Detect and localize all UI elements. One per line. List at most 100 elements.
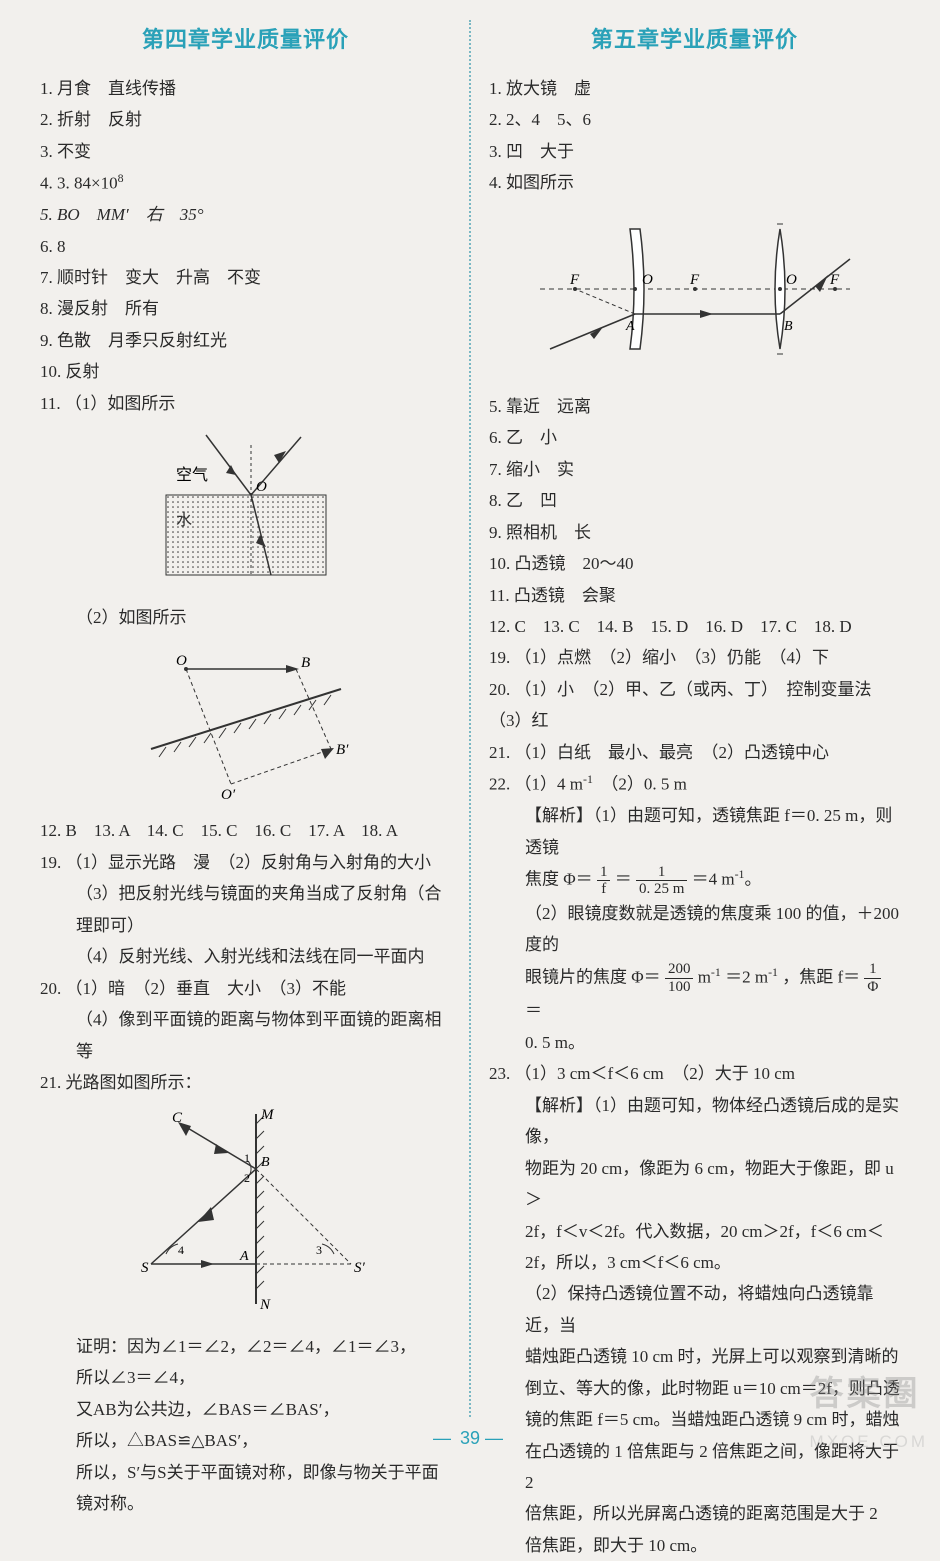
- page-number: 39: [460, 1428, 480, 1448]
- r23d: 2f，f＜v＜2f。代入数据，20 cm＞2f，f＜6 cm＜: [489, 1216, 900, 1247]
- dash-right: —: [485, 1428, 507, 1448]
- r2: 2. 2、4 5、6: [489, 104, 900, 135]
- svg-text:M: M: [260, 1107, 275, 1123]
- r22d: （2）眼镜度数就是透镜的焦度乘 100 的值，＋200 度的: [489, 898, 900, 961]
- r22e-e: ＝: [525, 1001, 542, 1020]
- watermark: 答案圈 MXQE.COM: [810, 1363, 928, 1457]
- r10: 10. 凸透镜 20～40: [489, 548, 900, 579]
- q4: 4. 3. 84×108: [40, 167, 451, 199]
- r8: 8. 乙 凹: [489, 485, 900, 516]
- r22a-post: （2）0. 5 m: [593, 775, 687, 794]
- svg-text:1: 1: [244, 1151, 250, 1165]
- figure-lenses: F O F O F A B: [489, 204, 900, 384]
- q7: 7. 顺时针 变大 升高 不变: [40, 262, 451, 293]
- page-footer: — 39 —: [0, 1422, 940, 1455]
- r7: 7. 缩小 实: [489, 454, 900, 485]
- r23b: 【解析】（1）由题可知，物体经凸透镜后成的是实像，: [489, 1090, 900, 1153]
- frac-1f: 1f: [597, 864, 611, 898]
- svg-text:O: O: [176, 653, 187, 669]
- p6: 镜对称。: [40, 1488, 451, 1519]
- figure-mirror-triangle: C M B 1 2 4 3 A S S′ N: [40, 1104, 451, 1324]
- r22c: 焦度 Φ＝ 1f ＝ 10. 25 m ＝4 m-1。: [489, 863, 900, 898]
- r22e-b: m: [698, 967, 711, 986]
- figure-air-water: 空气 水 O: [40, 425, 451, 595]
- r4: 4. 如图所示: [489, 167, 900, 198]
- svg-text:3: 3: [316, 1243, 322, 1257]
- svg-text:S′: S′: [354, 1260, 366, 1276]
- label-air: 空气: [176, 466, 208, 484]
- svg-text:F: F: [689, 272, 700, 288]
- q2: 2. 折射 反射: [40, 104, 451, 135]
- svg-text:4: 4: [178, 1243, 184, 1257]
- label-O: O: [256, 479, 267, 495]
- r12-18: 12. C 13. C 14. B 15. D 16. D 17. C 18. …: [489, 611, 900, 642]
- r23f: （2）保持凸透镜位置不动，将蜡烛向凸透镜靠近，当: [489, 1278, 900, 1341]
- r11: 11. 凸透镜 会聚: [489, 580, 900, 611]
- q5: 5. BO MM′ 右 35°: [40, 199, 451, 230]
- watermark-line2: MXQE.COM: [810, 1426, 928, 1457]
- r22c-b: ＝4 m: [692, 870, 735, 889]
- r3: 3. 凹 大于: [489, 136, 900, 167]
- r1: 1. 放大镜 虚: [489, 73, 900, 104]
- q20a: 20. （1）暗 （2）垂直 大小 （3）不能: [40, 973, 451, 1004]
- r22a-pre: 22. （1）4 m: [489, 775, 583, 794]
- svg-text:F: F: [829, 272, 840, 288]
- r22c-c: 。: [745, 870, 762, 889]
- r22f: 0. 5 m。: [489, 1027, 900, 1058]
- r6: 6. 乙 小: [489, 422, 900, 453]
- svg-text:F: F: [569, 272, 580, 288]
- chapter4-title: 第四章学业质量评价: [40, 20, 451, 61]
- chapter5-title: 第五章学业质量评价: [489, 20, 900, 61]
- r9: 9. 照相机 长: [489, 517, 900, 548]
- dash-left: —: [433, 1428, 455, 1448]
- svg-text:B: B: [784, 319, 793, 334]
- r22e: 眼镜片的焦度 Φ＝ 200100 m-1 ＝2 m-1 ，焦距 f＝ 1Φ ＝: [489, 961, 900, 1027]
- svg-text:O: O: [642, 272, 653, 288]
- q11b: （2）如图所示: [40, 602, 451, 633]
- frac-200-100: 200100: [665, 961, 694, 995]
- q3: 3. 不变: [40, 136, 451, 167]
- q19c: （4）反射光线、入射光线和法线在同一平面内: [40, 941, 451, 972]
- r22a: 22. （1）4 m-1 （2）0. 5 m: [489, 768, 900, 800]
- svg-text:B: B: [301, 655, 310, 671]
- p5: 所以，S′与S关于平面镜对称，即像与物关于平面: [40, 1457, 451, 1488]
- svg-text:A: A: [625, 319, 635, 334]
- svg-text:2: 2: [244, 1171, 250, 1185]
- r22e-d: ，焦距 f＝: [782, 967, 860, 986]
- svg-text:S: S: [141, 1260, 149, 1276]
- figure-plane-mirror: O B O′ B′: [40, 639, 451, 809]
- column-divider: [469, 20, 471, 1417]
- p2: 所以∠3＝∠4，: [40, 1362, 451, 1393]
- q19a: 19. （1）显示光路 漫 （2）反射角与入射角的大小: [40, 847, 451, 878]
- r22b: 【解析】（1）由题可知，透镜焦距 f＝0. 25 m，则透镜: [489, 800, 900, 863]
- watermark-line1: 答案圈: [810, 1363, 928, 1426]
- r5: 5. 靠近 远离: [489, 391, 900, 422]
- r20: 20. （1）小 （2）甲、乙（或丙、丁） 控制变量法 （3）红: [489, 674, 900, 737]
- q6: 6. 8: [40, 231, 451, 262]
- svg-text:O′: O′: [221, 787, 236, 799]
- q9: 9. 色散 月季只反射红光: [40, 325, 451, 356]
- q11: 11. （1）如图所示: [40, 388, 451, 419]
- r23e: 2f，所以，3 cm＜f＜6 cm。: [489, 1247, 900, 1278]
- q4-text: 4. 3. 84×10: [40, 174, 118, 193]
- r23l: 倍焦距，即大于 10 cm。: [489, 1530, 900, 1561]
- svg-text:B′: B′: [336, 742, 349, 758]
- q12-18: 12. B 13. A 14. C 15. C 16. C 17. A 18. …: [40, 815, 451, 846]
- r22e-c: ＝2 m: [725, 967, 768, 986]
- right-column: 第五章学业质量评价 1. 放大镜 虚 2. 2、4 5、6 3. 凹 大于 4.…: [479, 20, 910, 1417]
- svg-text:N: N: [259, 1297, 271, 1313]
- q10: 10. 反射: [40, 356, 451, 387]
- svg-text:A: A: [239, 1249, 249, 1264]
- p1: 证明：因为∠1＝∠2，∠2＝∠4，∠1＝∠3，: [40, 1331, 451, 1362]
- r22c-eq: ＝: [615, 870, 632, 889]
- r23c: 物距为 20 cm，像距为 6 cm，物距大于像距，即 u＞: [489, 1153, 900, 1216]
- left-column: 第四章学业质量评价 1. 月食 直线传播 2. 折射 反射 3. 不变 4. 3…: [30, 20, 461, 1417]
- q21: 21. 光路图如图所示：: [40, 1067, 451, 1098]
- q19b: （3）把反射光线与镜面的夹角当成了反射角（合理即可）: [40, 878, 451, 941]
- r22e-a: 眼镜片的焦度 Φ＝: [525, 967, 661, 986]
- q1: 1. 月食 直线传播: [40, 73, 451, 104]
- frac-1-025: 10. 25 m: [636, 864, 687, 898]
- q20b: （4）像到平面镜的距离与物体到平面镜的距离相等: [40, 1004, 451, 1067]
- frac-1-phi: 1Φ: [864, 961, 881, 995]
- svg-text:C: C: [172, 1110, 183, 1126]
